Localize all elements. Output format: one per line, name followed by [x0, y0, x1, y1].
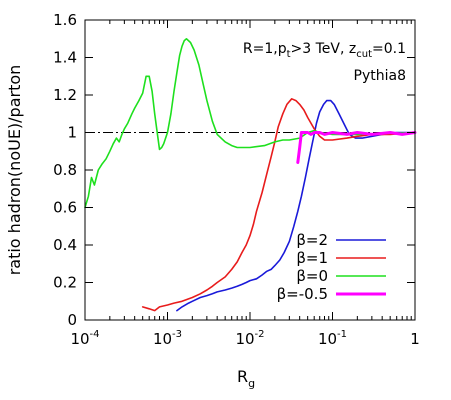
- y-tick-label: 0.4: [53, 236, 77, 254]
- legend: β=2β=1β=0β=-0.5: [277, 231, 386, 303]
- y-tick-label: 1.2: [53, 86, 77, 104]
- annotation-params: R=1,pt>3 TeV, zcut=0.1: [243, 41, 406, 60]
- y-tick-label: 0.2: [53, 274, 77, 292]
- y-tick-label: 1.6: [53, 11, 77, 29]
- series-line-3: [296, 131, 417, 164]
- y-tick-label: 1.4: [53, 49, 77, 67]
- y-ticks: 0 0.2 0.4 0.6 0.8 1 1.2 1.4 1.6: [53, 11, 415, 329]
- y-tick-label: 0.8: [53, 161, 77, 179]
- x-tick-label: 10-2: [235, 329, 264, 348]
- x-tick-label: 10-1: [318, 329, 347, 348]
- annotation-generator: Pythia8: [354, 68, 406, 84]
- x-tick-label: 10-3: [153, 329, 182, 348]
- x-tick-label: 10-4: [70, 329, 99, 348]
- x-ticks: 10-4 10-3 10-2 10-1 1: [70, 20, 420, 348]
- y-axis-title: ratio hadron(noUE)/parton: [5, 65, 24, 276]
- y-tick-label: 1: [67, 124, 77, 142]
- legend-label-3: β=-0.5: [277, 285, 328, 303]
- x-axis-title: Rg: [237, 367, 255, 390]
- series-line-0: [176, 99, 416, 312]
- series-group: [84, 38, 417, 312]
- y-tick-label: 0: [67, 311, 77, 329]
- x-tick-label: 1: [410, 330, 420, 348]
- series-line-2: [84, 38, 416, 209]
- legend-label-0: β=2: [296, 231, 328, 249]
- plot-frame: [84, 19, 416, 321]
- y-tick-label: 0.6: [53, 199, 77, 217]
- annotations: R=1,pt>3 TeV, zcut=0.1 Pythia8: [243, 41, 406, 84]
- legend-label-1: β=1: [296, 249, 328, 267]
- legend-label-2: β=0: [296, 267, 328, 285]
- series-line-1: [141, 98, 416, 312]
